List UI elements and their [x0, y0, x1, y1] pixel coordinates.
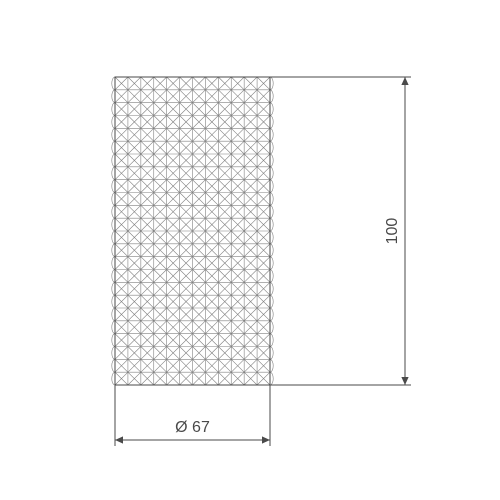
height-dim-label: 100 — [384, 218, 401, 245]
engineering-drawing: 100 Ø 67 — [0, 0, 500, 500]
arrow-left — [115, 436, 123, 443]
arrow-right — [262, 436, 270, 443]
cylinder-mesh — [112, 77, 273, 385]
arrow-down — [401, 377, 408, 385]
width-dim-label: Ø 67 — [175, 419, 210, 436]
arrow-up — [401, 77, 408, 85]
